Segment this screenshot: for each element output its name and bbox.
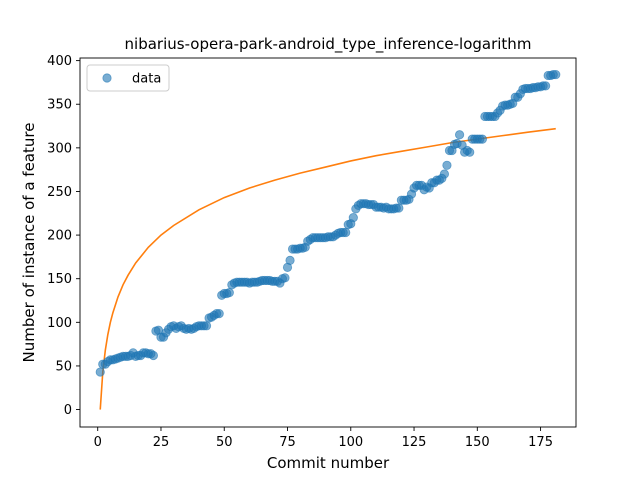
axes: 0 25 50 75 100 125 150 175 0 50 100 150 200 250 300 350… — [47, 54, 577, 450]
x-tick-label: 100 — [338, 435, 363, 450]
y-tick-label: 350 — [47, 98, 72, 113]
data-point — [477, 134, 487, 144]
data-point — [224, 288, 234, 298]
data-point — [454, 130, 465, 140]
y-tick-label: 300 — [47, 141, 72, 156]
x-tick-label: 150 — [465, 435, 490, 450]
data-point — [95, 367, 105, 377]
y-tick-label: 200 — [47, 229, 72, 244]
x-tick-label: 50 — [216, 435, 233, 450]
y-tick-label: 250 — [47, 185, 72, 200]
y-tick-label: 400 — [47, 54, 72, 69]
fit-line — [99, 127, 556, 410]
data-point — [341, 227, 351, 238]
y-tick-label: 0 — [64, 403, 72, 418]
data-point — [541, 81, 551, 91]
y-tick-label: 50 — [55, 359, 72, 374]
y-tick-label: 100 — [47, 316, 72, 331]
legend: data — [86, 64, 170, 92]
data-point — [439, 169, 450, 179]
x-tick-label: 125 — [402, 435, 427, 450]
data-point — [280, 273, 290, 283]
data-point — [442, 160, 452, 170]
x-tick-label: 25 — [153, 435, 170, 450]
data-point — [148, 350, 158, 361]
chart-title: nibarius-opera-park-android_type_inferen… — [125, 35, 532, 54]
legend-label: data — [132, 72, 161, 87]
legend-box — [86, 64, 170, 92]
x-axis-title: Commit number — [267, 454, 390, 472]
data-point — [201, 321, 212, 331]
y-axis-title: Number of instance of a feature — [20, 123, 38, 363]
legend-marker — [102, 73, 112, 83]
x-tick-label: 75 — [279, 435, 296, 450]
plot-area — [95, 69, 561, 410]
data-point — [551, 69, 561, 80]
data-point — [394, 203, 404, 213]
data-point — [465, 147, 475, 157]
x-tick-label: 0 — [94, 435, 102, 450]
data-point — [214, 308, 224, 319]
x-tick-label: 175 — [528, 435, 553, 450]
data-point — [348, 213, 358, 223]
data-point — [285, 255, 295, 265]
y-tick-label: 150 — [47, 272, 72, 287]
axes-frame — [79, 57, 577, 428]
